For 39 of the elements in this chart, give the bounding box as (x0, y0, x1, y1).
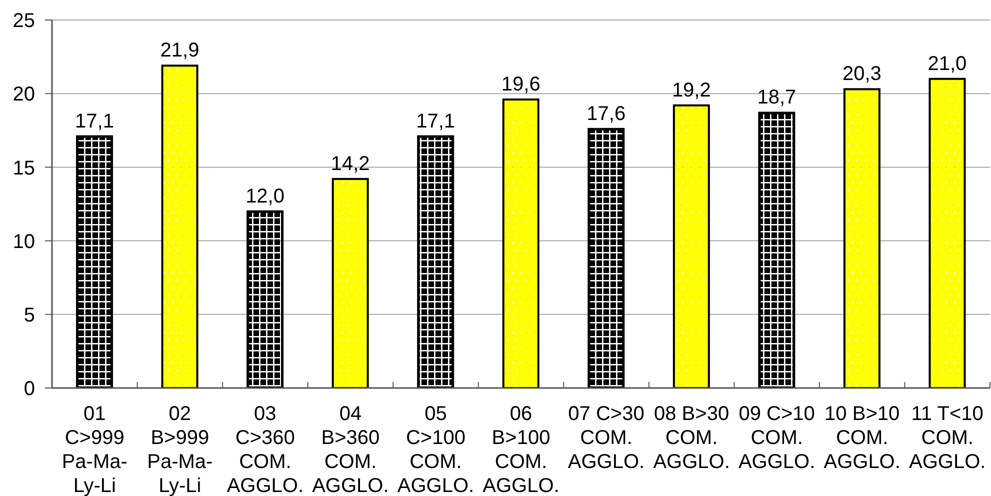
data-label: 17,6 (586, 102, 626, 125)
bar (332, 178, 369, 388)
data-label: 17,1 (416, 110, 456, 132)
x-tick-label: 04 B>360 COM. AGGLO. (312, 403, 389, 496)
data-label: 21,9 (160, 40, 200, 62)
bar (588, 128, 625, 388)
y-tick-label: 5 (24, 304, 35, 326)
bar (928, 78, 966, 388)
bar (246, 210, 284, 388)
data-label: 14,2 (330, 152, 370, 175)
x-tick-label: 03 C>360 COM. AGGLO. (226, 403, 304, 496)
data-label: 20,3 (842, 63, 882, 86)
x-tick-label: 11 T<10 COM. AGGLO. (909, 403, 986, 473)
y-tick-label: 20 (12, 84, 35, 106)
x-tick-label: 01 C>999 Pa-Ma-Ly-Li (62, 403, 128, 496)
bar (161, 64, 198, 388)
y-tick-label: 25 (12, 10, 35, 32)
bar (672, 104, 710, 388)
data-label: 12,0 (246, 185, 285, 208)
y-tick-label: 0 (24, 378, 35, 400)
data-label: 19,6 (501, 73, 540, 96)
x-tick-label: 02 B>999 Pa-Ma-Ly-Li (147, 403, 213, 496)
data-label: 19,2 (672, 79, 711, 102)
x-tick-label: 09 C>10 COM. AGGLO. (738, 403, 816, 473)
bar (758, 112, 796, 388)
x-tick-label: 06 B>100 COM. AGGLO. (482, 403, 560, 496)
y-tick-label: 15 (12, 157, 35, 180)
bar (502, 98, 540, 388)
bar (417, 135, 454, 388)
y-tick-label: 10 (12, 230, 35, 253)
bar (76, 135, 113, 388)
data-label: 21,0 (928, 52, 967, 75)
data-label: 17,1 (75, 110, 114, 132)
x-tick-label: 07 C>30 COM. AGGLO. (568, 403, 645, 473)
x-tick-label: 08 B>30 COM. AGGLO. (653, 403, 730, 473)
x-tick-label: 05 C>100 COM. AGGLO. (397, 403, 474, 496)
x-tick-label: 10 B>10 COM. AGGLO. (824, 403, 900, 473)
bar (843, 88, 880, 388)
data-label: 18,7 (757, 86, 796, 109)
